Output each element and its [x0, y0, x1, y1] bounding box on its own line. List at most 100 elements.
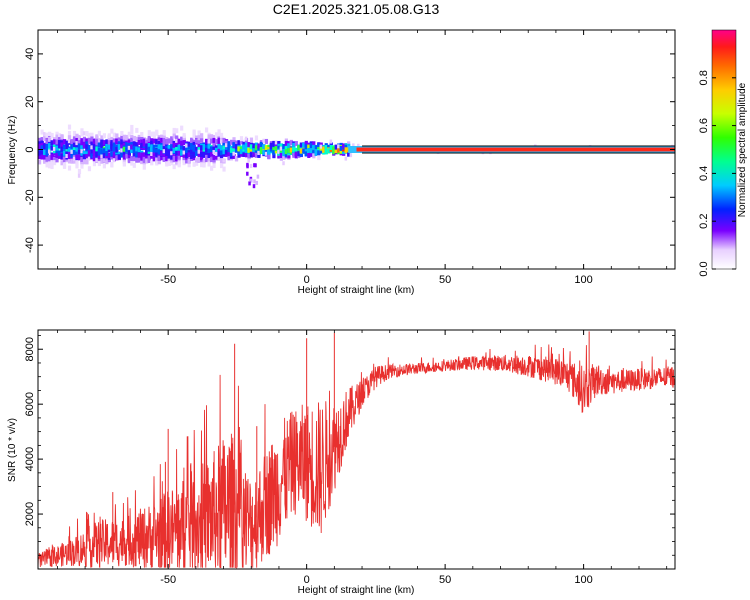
spectrogram-cell — [60, 142, 64, 148]
spectrogram-cell — [197, 149, 201, 154]
spectrogram-cell — [222, 142, 226, 148]
spectrogram-cell — [337, 147, 341, 153]
spectrogram-cell — [294, 147, 298, 153]
spectrogram-cell — [167, 153, 171, 159]
spectrogram-cell — [87, 145, 92, 151]
spectrogram-cell — [307, 152, 311, 158]
spectrogram-cell — [334, 147, 338, 153]
spectrogram-cell — [42, 132, 46, 137]
spectrogram-cell — [254, 135, 259, 141]
spectrogram-cell — [242, 144, 246, 150]
chart-title: C2E1.2025.321.05.08.G13 — [272, 1, 440, 17]
spectrogram-cell — [155, 129, 159, 135]
spectrogram-cell — [214, 145, 219, 151]
spectrogram-cell — [102, 133, 107, 139]
spectrogram-cell — [214, 147, 219, 153]
spectrogram-cell — [252, 152, 256, 158]
spectrogram-cell — [190, 149, 194, 155]
spectrogram-cell — [152, 144, 156, 150]
y-tick-label: 8000 — [24, 337, 36, 361]
spectrogram-cell — [170, 151, 173, 156]
spectrogram-cell — [292, 142, 296, 148]
spectrogram-cell — [197, 138, 201, 144]
spectrogram-cell — [214, 139, 219, 145]
spectrogram-cell — [175, 150, 179, 156]
spectrogram-cell — [339, 148, 343, 154]
spectrogram-cell — [75, 154, 79, 160]
spectrogram-cell — [97, 161, 102, 167]
spectrogram-cell — [55, 134, 59, 140]
spectrogram-cell — [282, 143, 286, 149]
spectrogram-cell — [253, 179, 256, 184]
spectrogram-cell — [185, 143, 188, 148]
spectrogram-cell — [190, 153, 194, 159]
spectrogram-cell — [234, 156, 239, 162]
spectrogram-cell — [212, 141, 216, 147]
spectrogram-cell — [90, 148, 94, 154]
spectrogram-cell — [97, 154, 102, 160]
spectrogram-cell — [246, 171, 249, 176]
spectrogram-cell — [67, 158, 72, 164]
spectrogram-cell — [227, 147, 231, 153]
spectrogram-cell — [279, 155, 283, 161]
spectrogram-cell — [140, 152, 144, 158]
spectrogram-cell — [142, 156, 146, 162]
spectrogram-cell — [150, 144, 154, 150]
spectrogram-cell — [100, 148, 104, 154]
spectrogram-cell — [312, 149, 316, 155]
spectrogram-cell — [357, 143, 360, 148]
spectrogram-cell — [165, 139, 169, 145]
spectrogram-cell — [212, 135, 216, 141]
spectrogram-cell — [155, 160, 159, 166]
spectrogram-cell — [155, 152, 159, 158]
spectrogram-cell — [72, 156, 76, 161]
spectrogram-cell — [284, 146, 288, 152]
y-tick-label: -20 — [24, 189, 36, 205]
y-tick-label: 6000 — [24, 392, 36, 416]
spectrogram-cell — [197, 156, 201, 162]
spectrogram-cell — [212, 145, 216, 151]
spectrogram-cell — [167, 145, 171, 151]
spectrogram-cell — [102, 153, 107, 159]
spectrogram-cell — [209, 165, 214, 171]
spectrogram-cell — [195, 150, 199, 156]
spectrogram-cell — [110, 151, 114, 157]
spectrogram-cell — [55, 157, 59, 163]
spectrogram-cell — [200, 145, 204, 151]
spectrogram-cell — [75, 163, 79, 169]
spectrogram-cell — [67, 124, 72, 130]
spectrogram-cell — [72, 130, 77, 136]
spectrogram-cell — [284, 149, 288, 155]
spectrogram-cell — [227, 155, 231, 161]
spectrogram-cell — [125, 135, 129, 141]
y-tick-label: 0 — [24, 146, 36, 152]
spectrogram-cell — [222, 166, 226, 172]
spectrogram-cell — [200, 158, 204, 164]
spectrogram-cell — [232, 142, 236, 148]
spectrogram-cell — [122, 158, 126, 164]
spectrogram-cell — [80, 140, 84, 146]
spectrogram-cell — [100, 139, 104, 145]
spectrogram-cell — [172, 142, 176, 148]
spectrogram-cell — [170, 154, 174, 160]
spectrogram-cell — [135, 146, 139, 152]
spectrogram-cell — [127, 150, 131, 156]
spectrogram-cell — [162, 153, 166, 159]
spectrogram-cell — [120, 148, 123, 153]
spectrogram-cell — [247, 147, 251, 153]
spectrogram-cell — [112, 146, 116, 152]
spectrogram-cell — [224, 143, 228, 148]
spectrogram-cell — [317, 150, 321, 156]
spectrogram-cell — [165, 161, 169, 167]
spectrogram-cell — [167, 138, 171, 144]
spectrogram-cell — [97, 142, 102, 148]
spectrogram-cell — [257, 146, 261, 152]
spectrogram-cell — [70, 139, 74, 145]
spectrogram-cell — [167, 156, 171, 162]
spectrogram-cell — [85, 149, 89, 155]
spectrogram-cell — [105, 143, 109, 149]
spectrogram-cell — [45, 142, 49, 148]
spectrogram-cell — [112, 142, 116, 148]
spectrogram-cell — [60, 160, 64, 166]
spectrogram-cell — [137, 147, 141, 153]
